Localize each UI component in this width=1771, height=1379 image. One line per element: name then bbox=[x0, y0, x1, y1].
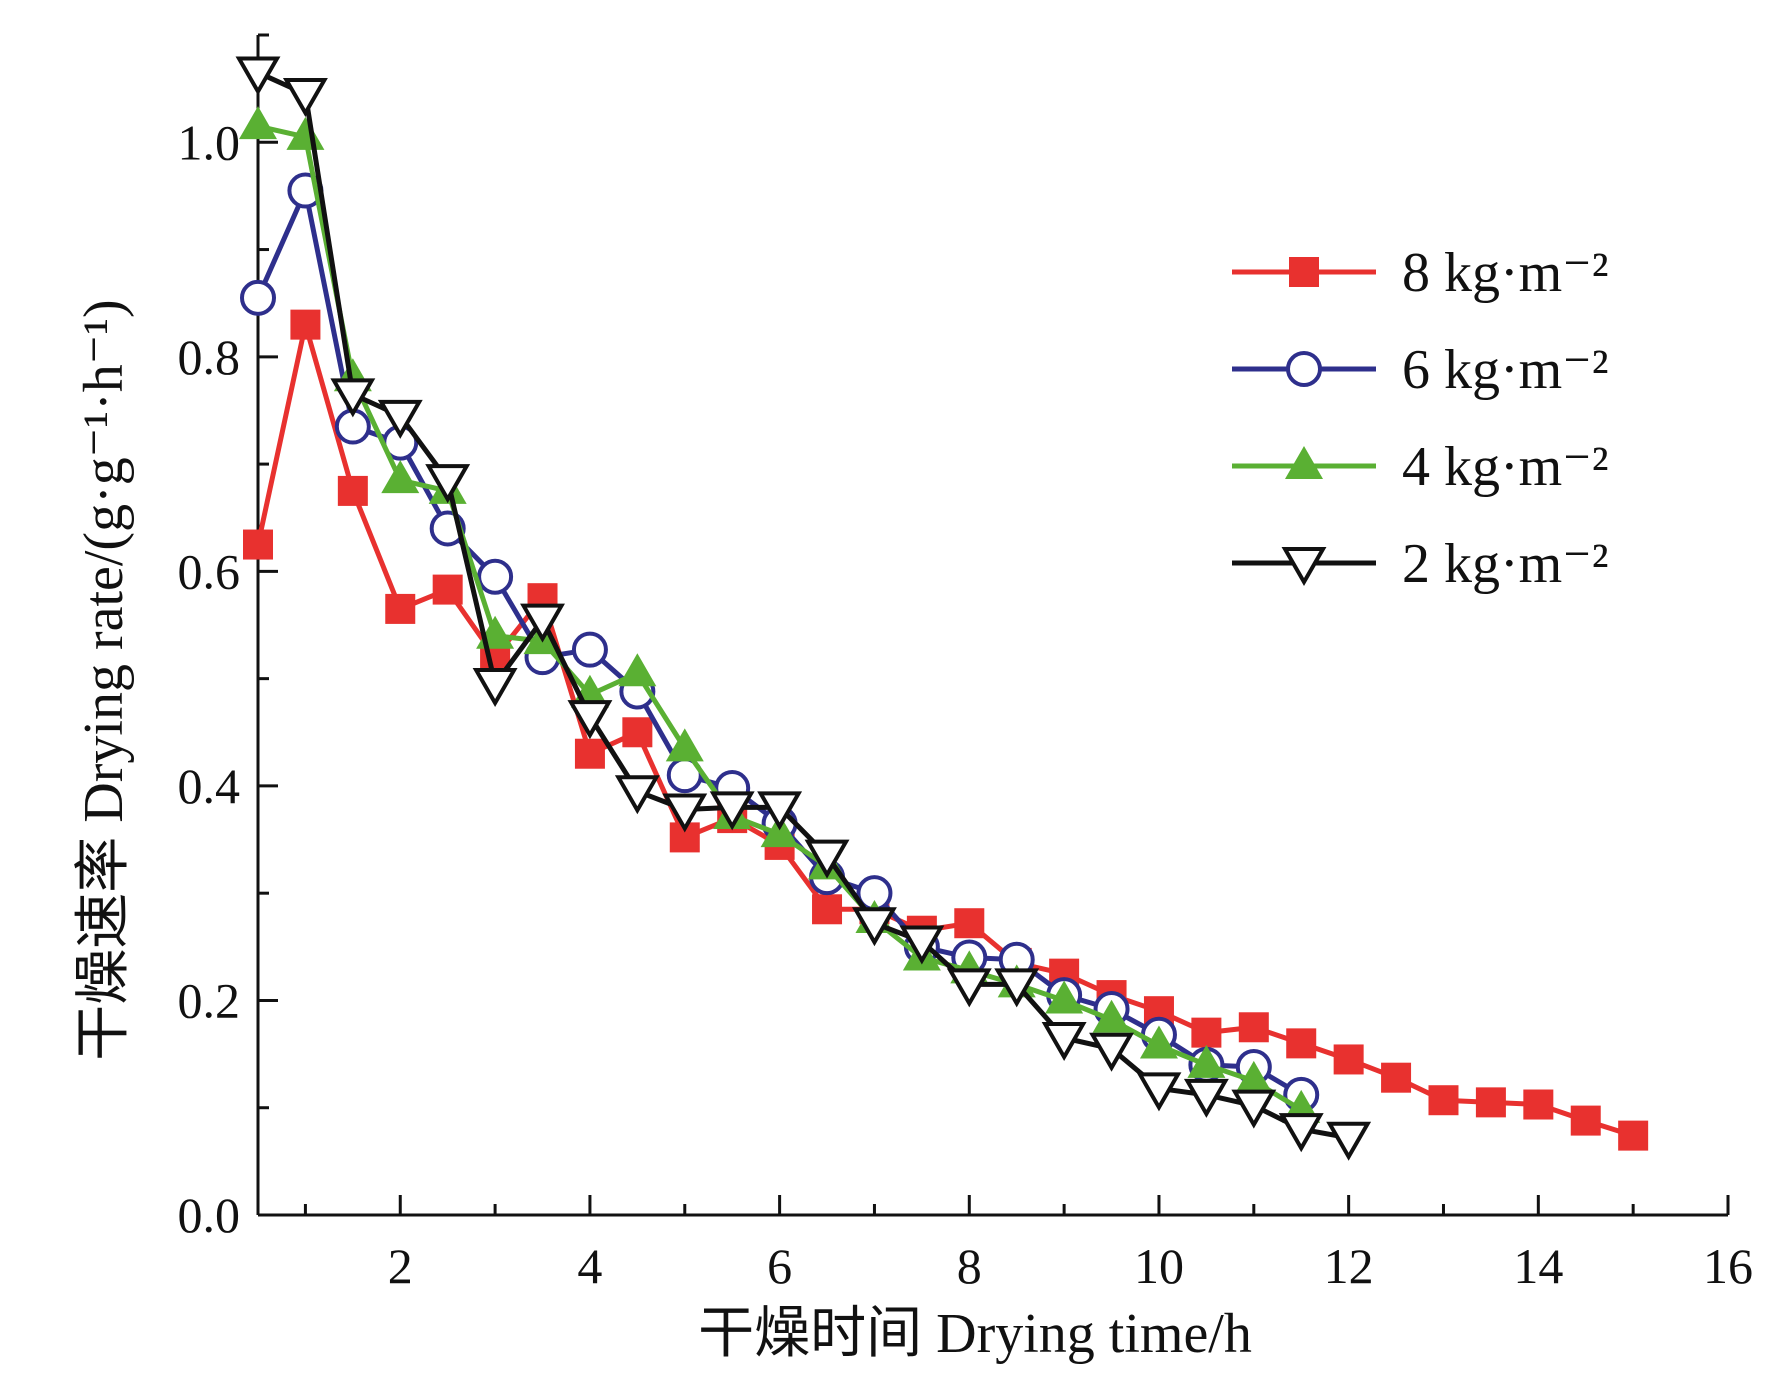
data-point bbox=[1326, 1121, 1372, 1161]
data-point bbox=[851, 907, 897, 947]
data-point bbox=[472, 668, 518, 708]
legend-marker bbox=[1281, 547, 1327, 587]
data-point bbox=[1045, 980, 1084, 1014]
data-point bbox=[1183, 1078, 1229, 1118]
data-point bbox=[377, 399, 423, 439]
x-axis-title: 干燥时间 Drying time/h bbox=[698, 1303, 1252, 1365]
x-tick-label: 14 bbox=[1513, 1238, 1563, 1294]
data-point bbox=[282, 78, 328, 118]
data-point bbox=[899, 925, 945, 965]
data-point bbox=[1191, 1017, 1222, 1048]
data-point bbox=[946, 968, 992, 1008]
data-point bbox=[1139, 1025, 1178, 1059]
y-tick-label: 0.0 bbox=[178, 1187, 241, 1243]
data-point bbox=[385, 593, 416, 624]
data-point bbox=[235, 56, 281, 96]
data-point bbox=[614, 775, 660, 815]
data-point bbox=[1231, 1089, 1277, 1129]
data-point bbox=[381, 460, 420, 494]
data-point bbox=[1333, 1044, 1364, 1075]
legend-marker bbox=[1285, 446, 1323, 479]
legend-label: 8 kg·m⁻² bbox=[1402, 242, 1609, 304]
legend-entry: 4 kg·m⁻² bbox=[1232, 436, 1609, 498]
x-tick-label: 8 bbox=[957, 1238, 982, 1294]
data-point bbox=[665, 728, 704, 762]
data-point bbox=[757, 791, 803, 831]
x-tick-label: 2 bbox=[388, 1238, 413, 1294]
data-point bbox=[330, 378, 376, 418]
data-point bbox=[1475, 1087, 1506, 1118]
data-point bbox=[574, 738, 605, 769]
data-point bbox=[1041, 1022, 1087, 1062]
x-tick-label: 16 bbox=[1703, 1238, 1753, 1294]
data-point bbox=[477, 558, 514, 595]
series-line bbox=[255, 188, 1303, 1098]
data-point bbox=[1381, 1062, 1412, 1093]
data-point bbox=[1286, 1028, 1317, 1059]
legend-label: 2 kg·m⁻² bbox=[1402, 533, 1609, 595]
data-point bbox=[662, 793, 708, 833]
y-tick-label: 0.8 bbox=[178, 329, 241, 385]
data-point bbox=[812, 894, 843, 925]
legend: 8 kg·m⁻² 6 kg·m⁻² 4 kg·m⁻² 2 kg·m⁻² bbox=[1232, 242, 1609, 595]
legend-entry: 8 kg·m⁻² bbox=[1232, 242, 1609, 304]
series-layer bbox=[235, 56, 1649, 1161]
data-point bbox=[994, 968, 1040, 1008]
data-point bbox=[432, 574, 463, 605]
series-3 bbox=[235, 56, 1372, 1161]
data-point bbox=[290, 309, 321, 340]
data-point bbox=[425, 464, 471, 504]
y-tick-label: 0.2 bbox=[178, 972, 241, 1028]
ticks: 2 4 6 8 10 12 14 16 0.0 0.2 0.4 0.6 0.8 1.0 bbox=[178, 33, 1753, 1294]
x-tick-label: 4 bbox=[577, 1238, 602, 1294]
data-point bbox=[804, 839, 850, 879]
data-point bbox=[709, 791, 755, 831]
legend-marker bbox=[1286, 351, 1322, 387]
data-point bbox=[243, 529, 273, 560]
data-point bbox=[954, 908, 985, 939]
data-point bbox=[1428, 1085, 1459, 1116]
legend-entry: 6 kg·m⁻² bbox=[1232, 339, 1609, 401]
data-point bbox=[1570, 1105, 1601, 1136]
data-point bbox=[240, 279, 276, 316]
data-point bbox=[567, 700, 613, 740]
data-point bbox=[760, 814, 799, 848]
legend-marker bbox=[1289, 257, 1319, 287]
data-point bbox=[1187, 1044, 1226, 1078]
data-point bbox=[520, 603, 565, 643]
data-point bbox=[1238, 1012, 1269, 1043]
data-point bbox=[622, 717, 653, 748]
axes bbox=[256, 35, 1728, 1217]
x-tick-label: 10 bbox=[1134, 1238, 1184, 1294]
data-point bbox=[1523, 1089, 1554, 1120]
x-tick-label: 12 bbox=[1324, 1238, 1374, 1294]
y-tick-label: 0.6 bbox=[178, 543, 241, 599]
data-point bbox=[618, 653, 657, 687]
legend-entry: 2 kg·m⁻² bbox=[1232, 533, 1609, 595]
data-point bbox=[1618, 1120, 1649, 1151]
data-point bbox=[337, 475, 368, 506]
y-tick-label: 1.0 bbox=[178, 114, 241, 170]
data-point bbox=[571, 631, 608, 668]
x-tick-label: 6 bbox=[767, 1238, 792, 1294]
data-point bbox=[1092, 999, 1131, 1033]
data-point bbox=[1089, 1032, 1135, 1072]
data-point bbox=[1234, 1060, 1273, 1094]
legend-label: 6 kg·m⁻² bbox=[1402, 339, 1609, 401]
legend-label: 4 kg·m⁻² bbox=[1402, 436, 1609, 498]
y-tick-label: 0.4 bbox=[178, 758, 241, 814]
data-point bbox=[1136, 1072, 1182, 1112]
y-axis-title: 干燥速率 Drying rate/(g·g⁻¹·h⁻¹) bbox=[73, 299, 135, 1060]
data-point bbox=[239, 106, 277, 140]
series-1 bbox=[240, 172, 1320, 1113]
data-point bbox=[1278, 1113, 1324, 1153]
series-line bbox=[256, 70, 1350, 1141]
